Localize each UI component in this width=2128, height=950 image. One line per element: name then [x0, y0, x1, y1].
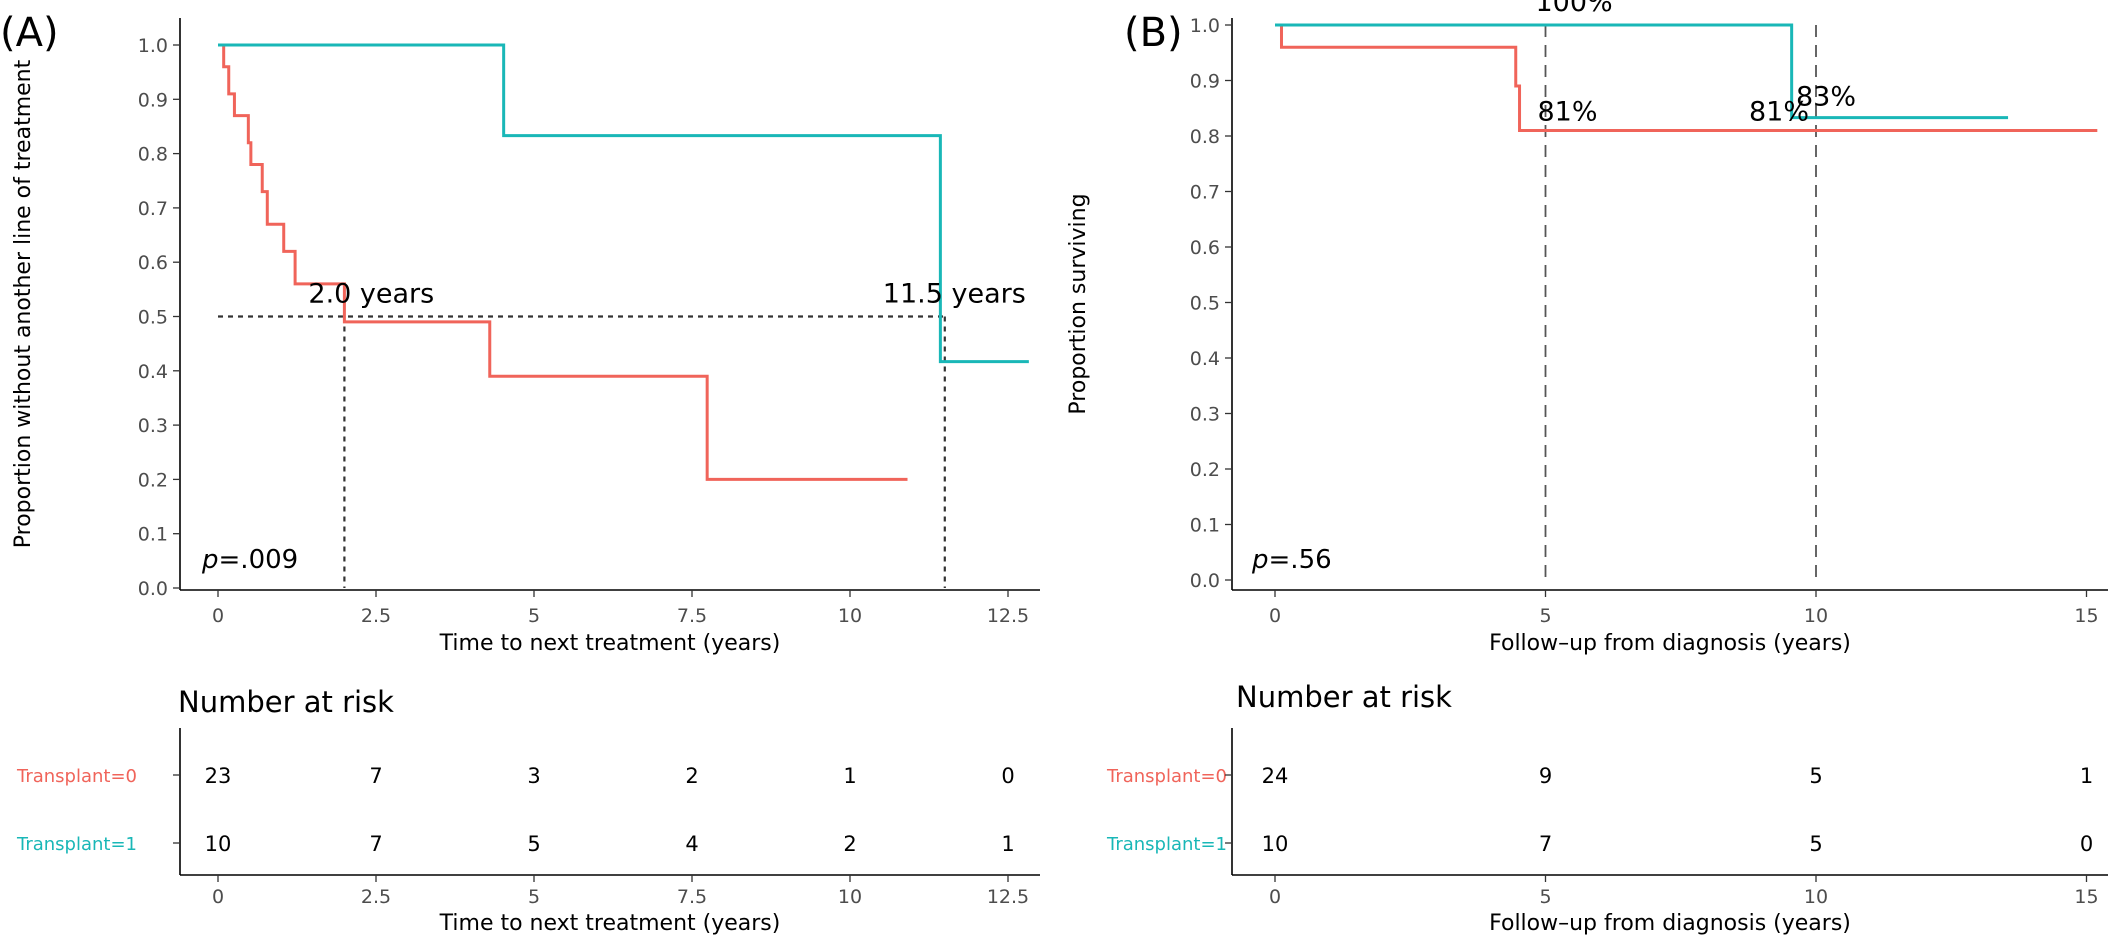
risk-x-tick-label: 2.5: [361, 886, 391, 908]
y-tick-label: 1.0: [1190, 15, 1220, 37]
y-tick-label: 0.5: [1190, 293, 1220, 315]
y-tick-label: 0.7: [138, 198, 168, 220]
y-tick-label: 0.4: [1190, 348, 1220, 370]
km-curve-transplant-1: [1275, 23, 2009, 120]
survival-annotation: 81%: [1749, 96, 1809, 127]
y-tick-label: 0.5: [138, 307, 168, 329]
p-value-number: =.56: [1269, 545, 1332, 575]
y-tick-label: 0.9: [1190, 71, 1220, 93]
risk-x-tick-label: 0: [212, 886, 224, 908]
survival-annotation: 100%: [1536, 0, 1613, 18]
x-axis-label: Time to next treatment (years): [439, 631, 781, 656]
risk-value: 3: [527, 764, 540, 788]
p-value: p=.009: [201, 545, 298, 575]
risk-value: 23: [205, 764, 232, 788]
y-tick-label: 0.9: [138, 89, 168, 111]
risk-x-tick-label: 15: [2074, 886, 2098, 908]
risk-table-x-axis-label: Time to next treatment (years): [439, 911, 781, 936]
y-tick-label: 0.4: [138, 361, 168, 383]
risk-value: 7: [369, 764, 382, 788]
risk-value: 9: [1539, 764, 1552, 788]
risk-row-label: Transplant=0: [16, 766, 137, 787]
x-tick-label: 7.5: [677, 605, 707, 627]
y-tick-label: 0.1: [138, 524, 168, 546]
risk-x-tick-label: 7.5: [677, 886, 707, 908]
risk-value: 7: [369, 832, 382, 856]
risk-row-label: Transplant=1: [16, 834, 137, 855]
risk-row-label: Transplant=1: [1106, 834, 1227, 855]
y-tick-label: 0.6: [138, 252, 168, 274]
y-tick-label: 0.6: [1190, 237, 1220, 259]
risk-value: 7: [1539, 832, 1552, 856]
risk-x-tick-label: 12.5: [987, 886, 1029, 908]
km-curve-transplant-0: [1275, 23, 2098, 132]
y-tick-label: 0.8: [138, 144, 168, 166]
median-annotation: 11.5 years: [883, 279, 1026, 310]
risk-x-tick-label: 0: [1269, 886, 1281, 908]
y-tick-label: 1.0: [138, 35, 168, 57]
p-value-symbol: p: [201, 545, 219, 575]
x-tick-label: 12.5: [987, 605, 1029, 627]
p-value: p=.56: [1251, 545, 1332, 575]
risk-value: 24: [1262, 764, 1289, 788]
y-tick-label: 0.3: [138, 415, 168, 437]
risk-value: 5: [527, 832, 540, 856]
risk-value: 1: [843, 764, 856, 788]
risk-table-title: Number at risk: [1236, 680, 1452, 714]
y-axis-label: Proportion surviving: [1066, 193, 1091, 414]
km-curve-transplant-1: [218, 43, 1029, 364]
risk-value: 5: [1809, 832, 1822, 856]
x-tick-label: 5: [528, 605, 540, 627]
risk-x-tick-label: 5: [1539, 886, 1551, 908]
x-tick-label: 10: [838, 605, 862, 627]
panel-label: (B): [1124, 10, 1183, 56]
x-tick-label: 0: [212, 605, 224, 627]
median-annotation: 2.0 years: [308, 279, 434, 310]
y-tick-label: 0.7: [1190, 182, 1220, 204]
risk-x-tick-label: 5: [528, 886, 540, 908]
risk-value: 5: [1809, 764, 1822, 788]
x-tick-label: 5: [1539, 605, 1551, 627]
y-axis-label: Proportion without another line of treat…: [11, 59, 36, 548]
x-tick-label: 0: [1269, 605, 1281, 627]
km-curve-transplant-0: [218, 43, 908, 481]
y-tick-label: 0.2: [1190, 459, 1220, 481]
y-tick-label: 0.0: [138, 578, 168, 600]
risk-value: 4: [685, 832, 698, 856]
x-tick-label: 10: [1804, 605, 1828, 627]
p-value-number: =.009: [219, 545, 299, 575]
risk-row-label: Transplant=0: [1106, 766, 1227, 787]
risk-value: 0: [2080, 832, 2093, 856]
y-tick-label: 0.8: [1190, 126, 1220, 148]
y-tick-label: 0.0: [1190, 570, 1220, 592]
risk-table-x-axis-label: Follow–up from diagnosis (years): [1489, 911, 1851, 936]
risk-value: 0: [1001, 764, 1014, 788]
risk-value: 1: [1001, 832, 1014, 856]
x-tick-label: 2.5: [361, 605, 391, 627]
survival-annotation: 81%: [1538, 96, 1598, 127]
x-axis-label: Follow–up from diagnosis (years): [1489, 631, 1851, 656]
risk-value: 10: [1262, 832, 1289, 856]
panel-label: (A): [0, 10, 59, 56]
risk-x-tick-label: 10: [1804, 886, 1828, 908]
risk-value: 1: [2080, 764, 2093, 788]
p-value-symbol: p: [1251, 545, 1269, 575]
risk-x-tick-label: 10: [838, 886, 862, 908]
risk-value: 10: [205, 832, 232, 856]
survival-annotation: 83%: [1796, 82, 1856, 113]
x-tick-label: 15: [2074, 605, 2098, 627]
y-tick-label: 0.2: [138, 469, 168, 491]
risk-table-title: Number at risk: [178, 685, 394, 719]
risk-value: 2: [685, 764, 698, 788]
risk-value: 2: [843, 832, 856, 856]
y-tick-label: 0.3: [1190, 404, 1220, 426]
y-tick-label: 0.1: [1190, 515, 1220, 537]
